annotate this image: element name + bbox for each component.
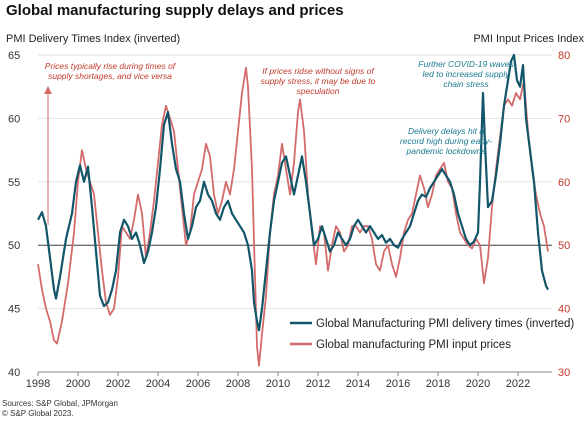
x-tick-label: 2004 xyxy=(146,378,170,390)
left-tick-label: 55 xyxy=(8,177,20,189)
annotation-text: record high during early- xyxy=(400,136,492,146)
legend-background xyxy=(287,318,551,358)
right-tick-label: 50 xyxy=(558,240,570,252)
x-tick-label: 2012 xyxy=(306,378,330,390)
annotation-text: speculation xyxy=(296,86,339,96)
annotation-text: led to increased supply xyxy=(423,69,511,79)
right-tick-label: 70 xyxy=(558,113,570,125)
left-tick-label: 50 xyxy=(8,240,20,252)
sources-line: Sources: S&P Global, JPMorgan xyxy=(2,399,118,408)
right-axis-title: PMI Input Prices Index xyxy=(473,33,584,45)
right-tick-label: 30 xyxy=(558,367,570,379)
series-line-delivery-times xyxy=(37,53,549,332)
left-tick-label: 60 xyxy=(8,113,20,125)
x-tick-label: 1998 xyxy=(26,378,50,390)
annotation-text: If prices ridse without signs of xyxy=(262,66,375,76)
x-tick-label: 2020 xyxy=(466,378,490,390)
x-tick-label: 2018 xyxy=(426,378,450,390)
series-line-input-prices xyxy=(37,66,549,367)
sources-note: Sources: S&P Global, JPMorgan © S&P Glob… xyxy=(2,399,118,419)
annotation-text: supply stress, it may be due to xyxy=(261,76,376,86)
right-tick-label: 60 xyxy=(558,177,570,189)
left-tick-label: 40 xyxy=(8,367,20,379)
x-tick-label: 2010 xyxy=(266,378,290,390)
x-tick-label: 2014 xyxy=(346,378,370,390)
x-tick-label: 2016 xyxy=(386,378,410,390)
x-tick-label: 2022 xyxy=(506,378,530,390)
legend-label-prices: Global manufacturing PMI input prices xyxy=(316,339,511,351)
left-axis-title: PMI Delivery Times Index (inverted) xyxy=(6,33,180,45)
x-tick-label: 2006 xyxy=(186,378,210,390)
right-tick-label: 80 xyxy=(558,50,570,62)
right-tick-label: 40 xyxy=(558,304,570,316)
annotation-text: Delivery delays hit a xyxy=(408,126,484,136)
left-tick-label: 45 xyxy=(8,304,20,316)
legend-label-delivery: Global Manufacturing PMI delivery times … xyxy=(316,318,574,330)
x-tick-label: 2002 xyxy=(106,378,130,390)
left-tick-label: 65 xyxy=(8,50,20,62)
x-tick-label: 2000 xyxy=(66,378,90,390)
annotation-text: chain stress xyxy=(443,79,489,89)
annotation-text: pandemic lockdowns xyxy=(406,146,487,156)
copyright-line: © S&P Global 2023. xyxy=(2,409,74,418)
annotation-arrow-head xyxy=(44,86,52,94)
annotation-text: Further COVID-19 waves xyxy=(418,59,514,69)
annotation-text: supply shortages, and vice versa xyxy=(48,71,172,81)
chart-title: Global manufacturing supply delays and p… xyxy=(6,2,344,19)
x-tick-label: 2008 xyxy=(226,378,250,390)
annotation-text: Prices typically rise during times of xyxy=(45,61,177,71)
